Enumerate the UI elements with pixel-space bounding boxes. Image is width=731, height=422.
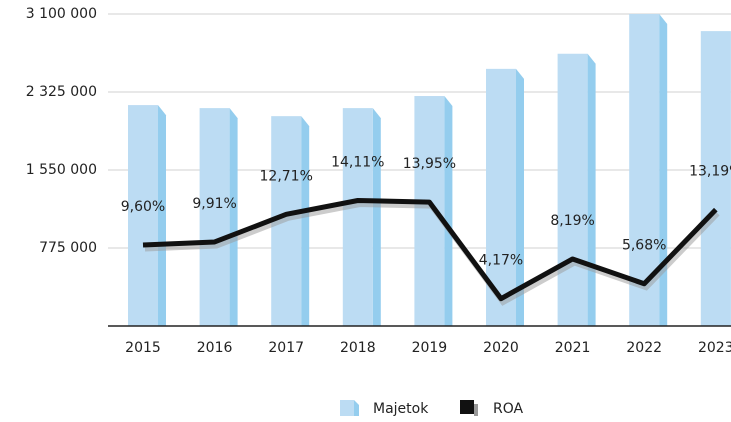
bar	[199, 108, 230, 326]
bar	[557, 53, 588, 327]
y-tick-label: 3 100 000	[26, 6, 97, 22]
bar	[342, 108, 373, 326]
x-tick-label: 2021	[555, 340, 591, 356]
data-label: 9,91%	[192, 196, 236, 212]
x-tick-label: 2018	[340, 340, 376, 356]
data-label: 12,71%	[260, 168, 313, 184]
bar-side	[158, 105, 166, 327]
bar-side	[444, 96, 453, 326]
data-label: 14,11%	[331, 155, 384, 171]
bar-side	[301, 116, 310, 326]
data-label: 5,68%	[622, 238, 666, 254]
data-label: 13,95%	[403, 156, 456, 172]
bar-side	[659, 14, 668, 326]
bar-side	[516, 68, 524, 326]
legend-icon-shadow	[474, 404, 478, 416]
data-label: 13,19%	[689, 164, 731, 180]
y-tick-label: 1 550 000	[26, 162, 97, 178]
data-label: 9,60%	[121, 199, 165, 215]
data-label: 8,19%	[550, 213, 594, 229]
legend-label: ROA	[493, 401, 524, 417]
bar	[128, 105, 158, 327]
x-tick-label: 2022	[626, 340, 662, 356]
bar	[700, 31, 731, 326]
bar	[414, 96, 445, 326]
bar-side	[587, 53, 596, 327]
y-tick-label: 2 325 000	[26, 84, 97, 100]
legend-icon	[340, 400, 354, 416]
x-tick-label: 2016	[197, 340, 233, 356]
legend-label: Majetok	[373, 401, 429, 417]
x-tick-label: 2015	[125, 340, 161, 356]
x-tick-label: 2017	[268, 340, 304, 356]
legend-icon-side	[354, 400, 359, 416]
bar-side	[372, 108, 381, 326]
x-tick-label: 2019	[412, 340, 448, 356]
legend-icon	[460, 400, 474, 414]
x-tick-label: 2023	[698, 340, 731, 356]
y-tick-label: 775 000	[39, 240, 97, 256]
line	[142, 198, 718, 302]
data-label: 4,17%	[479, 253, 523, 269]
bar-side	[229, 108, 238, 326]
x-tick-label: 2020	[483, 340, 519, 356]
